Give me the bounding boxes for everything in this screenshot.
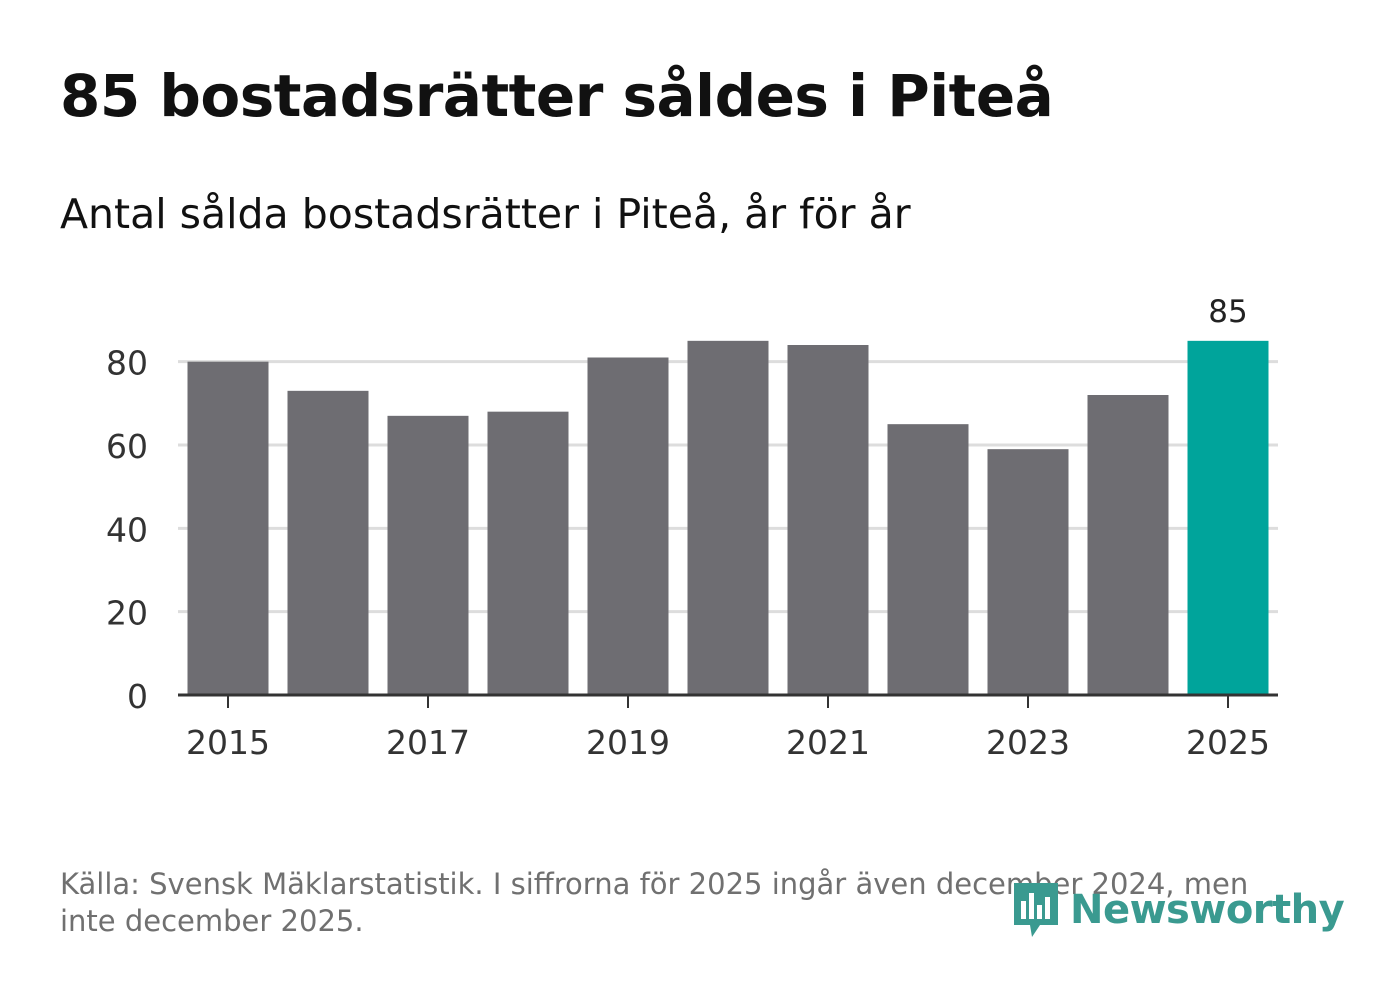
newsworthy-logo-icon <box>1014 883 1058 937</box>
bar-chart: 0 20 40 60 80 85 2015 2017 2019 2021 2023 2025 <box>106 294 1278 762</box>
y-tick-label-40: 40 <box>106 510 148 549</box>
chart-title: 85 bostadsrätter såldes i Piteå <box>60 62 1054 130</box>
bar-2016 <box>287 390 369 695</box>
x-tick-label-2019: 2019 <box>586 723 670 762</box>
bar-2025 <box>1187 340 1269 695</box>
y-tick-label-20: 20 <box>106 594 148 633</box>
bar-2018 <box>487 411 569 695</box>
x-tick-label-2015: 2015 <box>186 723 270 762</box>
logo-text: Newsworthy <box>1070 887 1345 933</box>
bar-2022 <box>887 424 969 695</box>
data-label-2025: 85 <box>1208 294 1247 330</box>
x-tick-label-2023: 2023 <box>986 723 1070 762</box>
bar-2021 <box>787 345 869 695</box>
y-tick-label-0: 0 <box>127 677 148 716</box>
bar-2023 <box>987 449 1069 695</box>
bar-2019 <box>587 357 669 695</box>
y-tick-label-60: 60 <box>106 427 148 466</box>
x-tick-label-2021: 2021 <box>786 723 870 762</box>
bar-2024 <box>1087 395 1169 695</box>
chart-subtitle: Antal sålda bostadsrätter i Piteå, år fö… <box>60 190 911 238</box>
bar-2017 <box>387 415 469 695</box>
y-tick-label-80: 80 <box>106 344 148 383</box>
x-tick-label-2025: 2025 <box>1186 723 1270 762</box>
bar-2015 <box>187 361 269 695</box>
bar-2020 <box>687 340 769 695</box>
newsworthy-logo: Newsworthy <box>1010 878 1345 942</box>
x-tick-label-2017: 2017 <box>386 723 470 762</box>
